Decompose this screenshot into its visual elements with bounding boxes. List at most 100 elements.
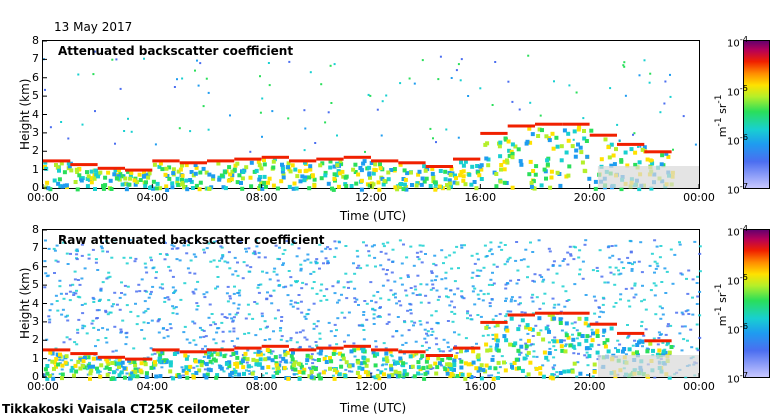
- sparse-cell: [663, 102, 666, 105]
- noise-cell: [154, 276, 158, 279]
- noise-cell: [107, 299, 111, 302]
- noise-cell: [397, 300, 401, 303]
- noise-cell: [149, 290, 153, 293]
- signal-cell: [507, 148, 512, 153]
- sparse-cell: [672, 148, 674, 151]
- signal-cell: [564, 150, 569, 155]
- noise-cell: [303, 336, 307, 339]
- noise-cell: [494, 314, 498, 317]
- noise-cell: [76, 328, 80, 331]
- signal-cell: [420, 176, 425, 181]
- noise-cell: [353, 297, 357, 300]
- signal-cell: [562, 128, 567, 133]
- noise-cell: [538, 307, 542, 310]
- noise-cell: [438, 350, 442, 353]
- noise-cell: [236, 274, 240, 277]
- noise-cell: [333, 292, 337, 295]
- signal-cell: [332, 172, 337, 177]
- noise-cell: [78, 283, 82, 286]
- noise-cell: [420, 261, 424, 264]
- signal-cell: [341, 356, 346, 361]
- noise-cell: [653, 271, 656, 274]
- noise-cell: [430, 270, 434, 273]
- signal-cell: [289, 353, 294, 358]
- noise-cell: [415, 294, 419, 296]
- signal-cell: [514, 366, 519, 371]
- x-tick-label: 04:00: [136, 191, 169, 204]
- signal-cell: [264, 185, 268, 189]
- noise-cell: [552, 345, 556, 348]
- noise-cell: [551, 297, 555, 300]
- noise-cell: [524, 248, 528, 251]
- noise-cell: [393, 280, 397, 283]
- signal-cell: [513, 144, 518, 149]
- signal-cell: [209, 352, 214, 357]
- signal-cell: [426, 356, 430, 361]
- noise-cell: [698, 252, 702, 255]
- signal-cell: [519, 162, 524, 167]
- plot-1-ylabel: Height (km): [18, 78, 32, 150]
- noise-cell: [510, 298, 513, 301]
- signal-cell: [373, 375, 378, 380]
- signal-cell: [356, 360, 361, 365]
- signal-cell: [256, 349, 261, 354]
- noise-cell: [479, 269, 483, 272]
- noise-cell: [573, 321, 577, 324]
- noise-cell: [202, 355, 206, 358]
- noise-cell: [491, 355, 495, 358]
- signal-cell: [498, 179, 503, 184]
- x-tick-label: 12:00: [355, 380, 387, 393]
- colorbar-2: [743, 229, 770, 378]
- x-tick-label: 16:00: [464, 191, 497, 204]
- noise-cell: [681, 313, 685, 316]
- noise-cell: [129, 310, 133, 313]
- signal-cell: [171, 171, 176, 176]
- signal-cell: [494, 184, 499, 189]
- noise-cell: [179, 298, 183, 301]
- plot-1-frame: [42, 40, 700, 192]
- noise-cell: [444, 271, 448, 274]
- noise-cell: [108, 275, 112, 278]
- sparse-cell: [381, 100, 384, 103]
- noise-cell: [150, 353, 154, 356]
- signal-cell: [56, 362, 61, 367]
- noise-cell: [482, 293, 486, 296]
- signal-cell: [531, 169, 536, 173]
- noise-cell: [686, 309, 690, 312]
- signal-cell: [531, 179, 536, 184]
- noise-cell: [357, 324, 361, 327]
- noise-cell: [475, 274, 479, 277]
- noise-cell: [279, 327, 283, 329]
- signal-cell: [433, 187, 438, 192]
- y-tick-label: 5: [32, 89, 39, 103]
- noise-cell: [340, 311, 344, 314]
- signal-cell: [120, 360, 125, 365]
- noise-cell: [247, 313, 251, 316]
- noise-cell: [684, 376, 688, 379]
- noise-cell: [519, 302, 522, 305]
- signal-cell: [141, 174, 146, 179]
- noise-cell: [590, 328, 594, 331]
- signal-cell: [208, 368, 213, 373]
- noise-cell: [585, 356, 589, 359]
- noise-cell: [171, 312, 175, 315]
- noise-cell: [429, 368, 433, 370]
- signal-cell: [113, 168, 118, 173]
- cloud-base-mark: [43, 348, 71, 352]
- signal-cell: [199, 363, 204, 368]
- signal-cell: [528, 360, 533, 365]
- noise-cell: [482, 266, 486, 269]
- noise-cell: [500, 355, 504, 358]
- signal-cell: [550, 313, 555, 318]
- noise-cell: [698, 270, 702, 273]
- signal-cell: [548, 185, 553, 190]
- signal-cell: [585, 334, 590, 339]
- signal-cell: [463, 376, 468, 381]
- signal-cell: [351, 167, 356, 172]
- noise-cell: [342, 286, 346, 289]
- noise-cell: [201, 347, 205, 350]
- noise-cell: [72, 294, 76, 296]
- signal-cell: [88, 376, 92, 381]
- signal-cell: [245, 357, 250, 362]
- noise-cell: [469, 318, 473, 321]
